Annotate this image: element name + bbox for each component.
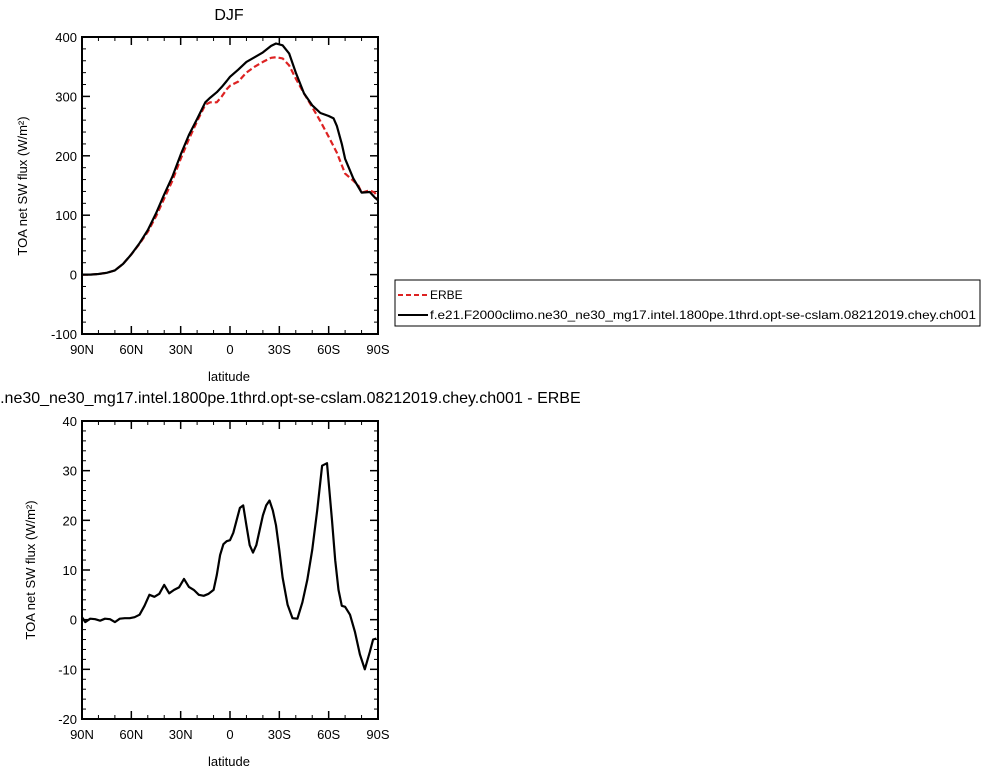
- top-panel-ticks: 90N 60N 30N 0 30S 60S 90S -100 0 100 200 300 400: [51, 30, 390, 357]
- bottom-panel-x-tick-label: 30S: [268, 727, 291, 742]
- top-panel-x-tick-label: 60N: [119, 342, 143, 357]
- top-panel-plot-frame: [81, 36, 379, 335]
- bottom-panel-x-tick-label: 30N: [169, 727, 193, 742]
- top-panel-x-tick-label: 30S: [268, 342, 291, 357]
- bottom-panel-x-tick-label: 60N: [119, 727, 143, 742]
- bottom-panel-y-tick-label: 40: [63, 414, 77, 429]
- top-panel-title: DJF: [214, 7, 244, 24]
- legend: ERBE f.e21.F2000climo.ne30_ne30_mg17.int…: [394, 279, 981, 327]
- bottom-panel-ticks: 90N 60N 30N 0 30S 60S 90S -20 -10 0 10 20 30 40: [58, 414, 390, 742]
- bottom-panel-plot-frame: [81, 420, 379, 720]
- legend-box: [394, 279, 981, 327]
- bottom-panel-x-tick-label: 60S: [317, 727, 340, 742]
- bottom-panel-y-tick-label: 30: [63, 464, 77, 479]
- top-panel-x-tick-label: 90S: [366, 342, 389, 357]
- top-panel-x-axis-label: latitude: [208, 369, 250, 384]
- bottom-panel-series: [81, 462, 377, 671]
- bottom-panel-x-axis-label: latitude: [208, 754, 250, 769]
- top-panel-y-tick-label: 100: [55, 208, 77, 223]
- top-panel-series-line-1: [82, 42, 379, 276]
- top-panel-y-tick-label: 400: [55, 30, 77, 45]
- bottom-panel-y-tick-label: 10: [63, 563, 77, 578]
- top-panel-y-tick-label: 300: [55, 89, 77, 104]
- top-panel-y-axis-label: TOA net SW flux (W/m²): [15, 116, 30, 255]
- bottom-panel: f.e21.F2000climo.ne30_ne30_mg17.intel.18…: [0, 390, 581, 769]
- legend-label-model: f.e21.F2000climo.ne30_ne30_mg17.intel.18…: [430, 308, 976, 322]
- bottom-panel-y-tick-label: 0: [70, 613, 77, 628]
- top-panel: DJF TOA net SW flux (W/m²) latitude 90N 6…: [15, 7, 390, 384]
- bottom-panel-y-tick-label: -20: [58, 712, 77, 727]
- bottom-panel-x-tick-label: 90N: [70, 727, 94, 742]
- bottom-panel-y-tick-label: 20: [63, 513, 77, 528]
- legend-label-erbe: ERBE: [430, 288, 463, 302]
- top-panel-y-tick-label: 0: [70, 268, 77, 283]
- top-panel-x-tick-label: 30N: [169, 342, 193, 357]
- bottom-panel-y-tick-label: -10: [58, 662, 77, 677]
- bottom-panel-x-tick-label: 0: [226, 727, 233, 742]
- bottom-panel-series-line-0: [81, 462, 377, 671]
- top-panel-y-tick-label: -100: [51, 327, 77, 342]
- top-panel-x-tick-label: 90N: [70, 342, 94, 357]
- top-panel-series: [82, 42, 379, 276]
- top-panel-y-tick-label: 200: [55, 149, 77, 164]
- top-panel-series-line-0: [82, 56, 379, 276]
- bottom-panel-x-tick-label: 90S: [366, 727, 389, 742]
- bottom-panel-title: f.e21.F2000climo.ne30_ne30_mg17.intel.18…: [0, 390, 581, 407]
- top-panel-x-tick-label: 60S: [317, 342, 340, 357]
- top-panel-x-tick-label: 0: [226, 342, 233, 357]
- bottom-panel-y-axis-label: TOA net SW flux (W/m²): [23, 500, 38, 639]
